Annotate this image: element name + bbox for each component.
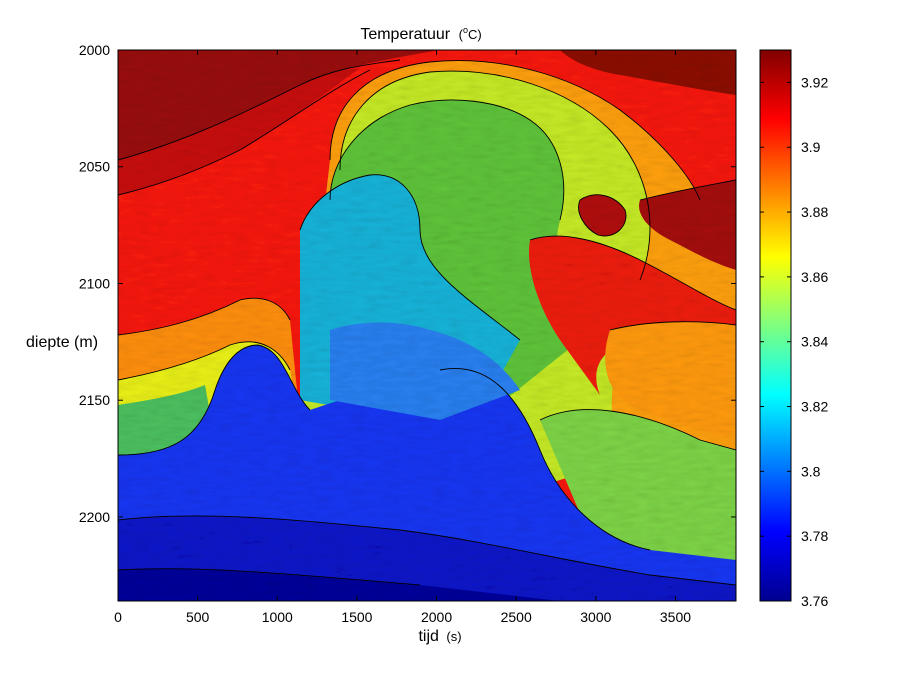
contour-line xyxy=(118,515,736,586)
region-red-right xyxy=(529,236,736,395)
contour-line xyxy=(329,99,565,221)
y-axis-label: diepte (m) xyxy=(26,334,98,351)
title-unit-open: ( xyxy=(459,27,464,42)
title-unit-rest: C) xyxy=(468,27,482,42)
chart-title: Temperatuur (oC) xyxy=(360,25,481,43)
colorbar-tick-label: 3.78 xyxy=(801,528,828,544)
x-axis-label-text: tijd xyxy=(418,628,438,645)
x-tick-label: 500 xyxy=(186,609,210,625)
region-darkred-topright xyxy=(560,50,736,95)
contour-lines xyxy=(118,59,736,586)
region-darkred-right xyxy=(639,180,736,270)
contour-line xyxy=(118,344,311,456)
x-tick-label: 2000 xyxy=(421,609,452,625)
colorbar xyxy=(759,49,792,602)
region-orange-right xyxy=(605,321,736,440)
y-axis: 2000 2050 2100 2150 2200 xyxy=(79,42,736,525)
x-axis-label-unit: (s) xyxy=(446,629,461,644)
contour-line xyxy=(118,341,291,381)
colorbar-tick-label: 3.86 xyxy=(801,269,828,285)
contour-line xyxy=(609,321,736,331)
contour-line xyxy=(539,409,736,451)
x-tick-label: 1500 xyxy=(341,609,372,625)
x-tick-label: 1000 xyxy=(262,609,293,625)
contour-line xyxy=(118,297,291,336)
region-light-blue xyxy=(330,322,520,420)
y-tick-label: 2200 xyxy=(79,509,110,525)
region-darkest-blue xyxy=(118,568,560,601)
contour-line xyxy=(578,194,627,237)
region-darkred-band xyxy=(118,68,360,195)
colorbar-tick-label: 3.88 xyxy=(801,204,828,220)
contour-line xyxy=(329,60,701,201)
colorbar-tick-label: 3.84 xyxy=(801,334,828,350)
contour-line xyxy=(118,59,401,161)
colorbar-tick-label: 3.8 xyxy=(801,463,821,479)
plot-frame xyxy=(117,49,737,602)
contour-line xyxy=(339,70,651,281)
colorbar-tick-label: 3.9 xyxy=(801,139,821,155)
region-darkred-pocket xyxy=(578,194,626,236)
y-tick-label: 2000 xyxy=(79,42,110,58)
colorbar-tick-label: 3.82 xyxy=(801,399,828,415)
contour-line xyxy=(639,179,736,201)
y-tick-label: 2100 xyxy=(79,275,110,291)
heatmap-fill xyxy=(118,50,736,601)
heatmap-plot xyxy=(118,50,736,601)
x-tick-label: 3500 xyxy=(660,609,691,625)
y-tick-label: 2050 xyxy=(79,159,110,175)
colorbar-tick-label: 3.76 xyxy=(801,593,828,609)
x-tick-label: 3000 xyxy=(580,609,611,625)
colorbar-ticks: 3.76 3.78 3.8 3.82 3.84 3.86 3.88 3.9 3.92 xyxy=(760,74,828,609)
x-tick-label: 0 xyxy=(114,609,122,625)
region-darkred-topleft xyxy=(118,50,440,160)
region-green-lowright xyxy=(540,409,736,580)
title-unit-superscript: o xyxy=(463,25,468,35)
x-axis-label: tijd (s) xyxy=(418,628,461,645)
x-tick-label: 2500 xyxy=(501,609,532,625)
contour-line xyxy=(299,174,521,341)
contour-line xyxy=(118,568,421,586)
contour-line xyxy=(118,69,371,196)
contour-line xyxy=(439,368,651,551)
contour-line xyxy=(529,235,736,311)
y-tick-label: 2150 xyxy=(79,392,110,408)
title-text: Temperatuur xyxy=(360,26,450,43)
x-axis: 0 500 1000 1500 2000 2500 3000 3500 xyxy=(114,50,691,625)
colorbar-tick-label: 3.92 xyxy=(801,74,828,90)
